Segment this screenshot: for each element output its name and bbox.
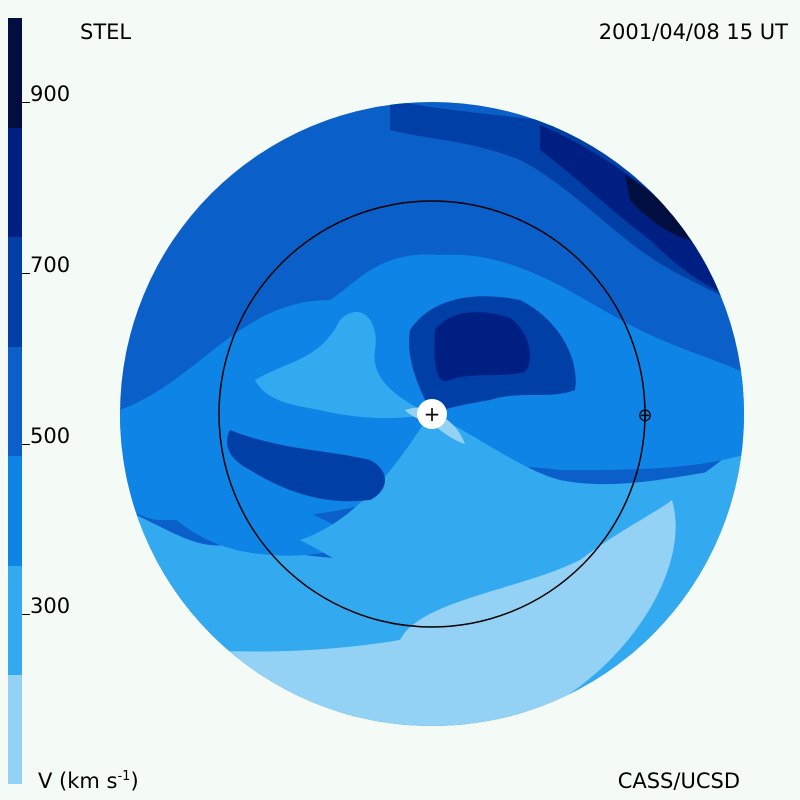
colorbar-segment [8, 674, 22, 785]
contour-700-800-center [434, 312, 530, 382]
unit-text: V (km s [38, 769, 118, 793]
velocity-colorbar [8, 18, 30, 785]
earth-orbit-circle [218, 200, 646, 628]
colorbar-segment [8, 18, 22, 128]
colorbar-segment [8, 455, 22, 566]
sun-icon: + [424, 402, 441, 426]
contour-400-500-left [140, 428, 360, 556]
unit-exponent: -1 [117, 769, 131, 784]
colorbar-tick-700: 700 [30, 253, 71, 277]
contour-over-800 [625, 175, 690, 240]
colorbar-segment [8, 236, 22, 347]
contour-300-400-center [255, 311, 430, 419]
credit-label: CASS/UCSD [617, 769, 740, 793]
contour-600-700-top [390, 102, 744, 320]
colorbar-tick-mark [22, 444, 30, 445]
colorbar-tick-300: 300 [30, 594, 71, 618]
timestamp-label: 2001/04/08 15 UT [598, 20, 788, 44]
contour-600-700-left [226, 430, 385, 502]
colorbar-tick-500: 500 [30, 424, 71, 448]
velocity-contours [120, 102, 744, 726]
observatory-label: STEL [80, 20, 132, 44]
colorbar-segment [8, 127, 22, 238]
contour-700-800-top [540, 125, 740, 300]
sun-disk [417, 399, 447, 429]
colorbar-tick-900: 900 [30, 82, 71, 106]
colorbar-segment [8, 346, 22, 457]
colorbar-tick-mark [22, 102, 30, 103]
earth-icon: ⊕ [637, 405, 652, 426]
colorbar-tick-mark [22, 614, 30, 615]
colorbar-tick-mark [22, 273, 30, 274]
colorbar-segment [8, 565, 22, 676]
unit-close: ) [130, 769, 139, 793]
colorbar-unit-label: V (km s-1) [38, 770, 139, 792]
